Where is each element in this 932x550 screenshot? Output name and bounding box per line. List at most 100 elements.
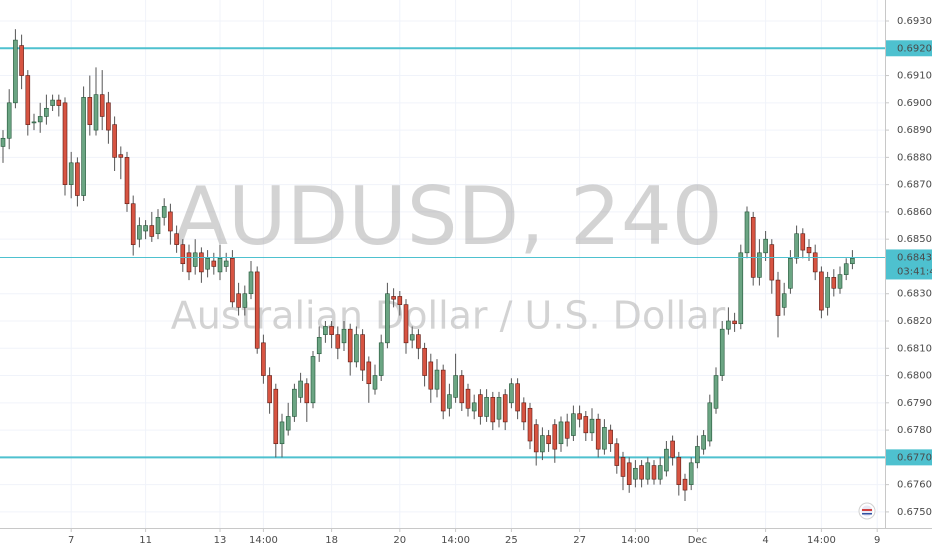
candle-body [509, 383, 514, 404]
candle-body [44, 107, 49, 117]
region-icon [858, 502, 876, 520]
x-tick-label: 11 [139, 535, 152, 546]
candle-body [608, 429, 613, 445]
candle-body [465, 388, 471, 409]
candle-body [68, 162, 74, 185]
candle-body [50, 99, 55, 106]
candle-body [781, 293, 787, 308]
candle-body [329, 326, 334, 335]
candle-body [453, 375, 458, 398]
candle-body [6, 102, 12, 139]
candle-body [471, 402, 477, 412]
candle-body [261, 342, 266, 376]
candle-body [794, 233, 799, 259]
candle-body [56, 99, 62, 106]
candle-body [87, 97, 93, 125]
candle-body [440, 369, 446, 412]
candle-body [726, 320, 731, 330]
candle-body [496, 397, 502, 420]
candle-body [199, 252, 204, 273]
candle-body [223, 260, 229, 267]
x-tick-label: 18 [325, 535, 338, 546]
candle-body [788, 257, 793, 289]
candle-body [230, 257, 235, 303]
candle-body [546, 435, 551, 445]
candle-body [211, 260, 217, 267]
countdown-label: 03:41:44 [897, 266, 932, 277]
candle-body [236, 293, 241, 308]
candle-body [633, 467, 638, 480]
candle-body [695, 446, 700, 464]
candle-body [775, 279, 781, 316]
candle-body [130, 203, 136, 245]
watermark-subtitle: Australian Dollar / U.S. Dollar [171, 294, 726, 338]
candle-body [732, 320, 737, 325]
candle-body [626, 462, 632, 485]
candle-body [719, 328, 725, 376]
candle-body [416, 334, 421, 349]
candle-body [391, 296, 396, 300]
candle-body [75, 162, 80, 196]
candle-body [688, 462, 694, 485]
candle-body [180, 244, 186, 265]
candle-body [366, 361, 372, 385]
candle-body [242, 293, 248, 308]
watermark-title: AUDUSD, 240 [173, 170, 722, 263]
candle-body [422, 347, 427, 376]
candle-body [806, 247, 812, 254]
x-tick-label: 27 [573, 535, 586, 546]
candle-body [639, 465, 644, 480]
candle-body [205, 257, 210, 270]
candle-body [323, 326, 328, 335]
candle-body [248, 271, 254, 295]
candle-body [137, 225, 142, 240]
candle-body [273, 388, 279, 445]
candle-body [409, 334, 415, 341]
candle-body [174, 233, 179, 245]
y-tick-label: 0.67500 [897, 507, 932, 518]
plot [0, 29, 885, 501]
candle-body [0, 137, 6, 147]
x-tick-label: 9 [874, 535, 880, 546]
candle-body [267, 375, 272, 404]
candle-body [106, 102, 111, 131]
last-price-label: 0.68433 [897, 252, 932, 263]
candle-body [292, 388, 297, 417]
grid [0, 0, 885, 528]
candle-body [744, 211, 750, 254]
candle-body [335, 334, 341, 349]
x-tick-label: 20 [393, 535, 406, 546]
candle-body [645, 462, 651, 480]
candle-body [738, 252, 744, 325]
candle-body [378, 342, 384, 376]
x-tick-label: 25 [505, 535, 518, 546]
candle-body [13, 39, 18, 104]
candle-body [37, 116, 43, 123]
candle-body [825, 277, 830, 308]
candle-body [819, 271, 824, 311]
candle-body [403, 304, 409, 344]
candle-body [484, 397, 489, 417]
candle-body [769, 244, 775, 281]
last-price-box [886, 249, 932, 280]
candle-body [558, 421, 564, 445]
candle-body [186, 252, 192, 273]
price-label-box [886, 449, 932, 466]
icon-stripe [862, 513, 872, 515]
candle-body [757, 252, 762, 278]
x-tick-label: 14:00 [249, 535, 278, 546]
candle-body [577, 413, 582, 420]
candle-body [583, 416, 589, 434]
candle-body [521, 402, 527, 423]
candle-body [459, 375, 465, 404]
candle-body [533, 424, 539, 453]
